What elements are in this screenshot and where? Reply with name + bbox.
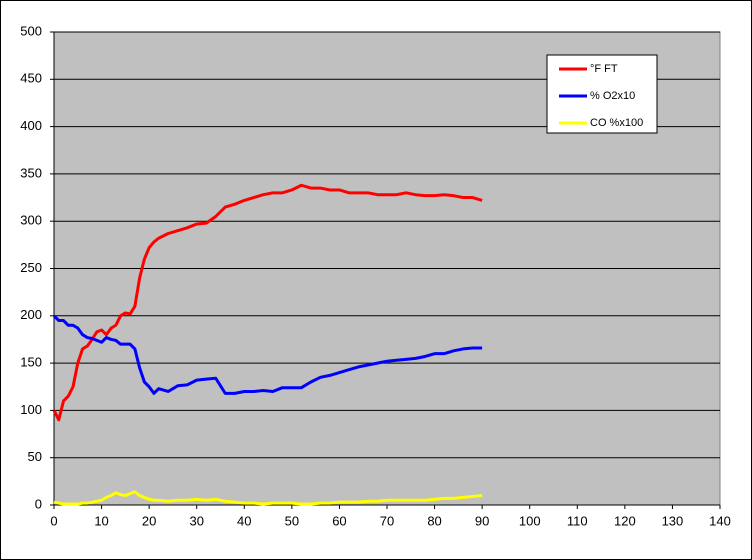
legend-label: °F FT — [590, 63, 618, 75]
x-tick-label: 10 — [94, 513, 108, 528]
x-tick-label: 110 — [567, 513, 588, 528]
legend-label: CO %x100 — [590, 117, 643, 129]
x-tick-label: 80 — [427, 513, 441, 528]
y-tick-label: 50 — [28, 449, 42, 464]
y-tick-label: 450 — [20, 71, 42, 86]
y-tick-label: 250 — [20, 260, 42, 275]
y-tick-label: 200 — [20, 307, 42, 322]
y-tick-label: 300 — [20, 213, 42, 228]
legend-label: % O2x10 — [590, 90, 635, 102]
series-line — [52, 183, 483, 422]
y-tick-label: 350 — [20, 165, 42, 180]
x-tick-label: 0 — [50, 513, 57, 528]
x-tick-label: 120 — [614, 513, 636, 528]
series-line — [53, 490, 483, 506]
x-tick-label: 70 — [380, 513, 394, 528]
x-tick-label: 140 — [709, 513, 731, 528]
x-tick-label: 50 — [285, 513, 299, 528]
x-tick-label: 60 — [332, 513, 346, 528]
x-tick-label: 30 — [189, 513, 203, 528]
x-tick-label: 100 — [519, 513, 541, 528]
x-tick-label: 40 — [237, 513, 251, 528]
x-tick-label: 130 — [662, 513, 684, 528]
y-tick-label: 500 — [20, 23, 42, 38]
legend: °F FT % O2x10 CO %x100 — [546, 54, 658, 134]
y-tick-label: 0 — [35, 496, 42, 511]
y-tick-label: 400 — [20, 118, 42, 133]
y-tick-label: 150 — [20, 355, 42, 370]
series-line — [52, 314, 483, 395]
x-tick-label: 20 — [142, 513, 156, 528]
x-tick-label: 90 — [475, 513, 489, 528]
y-tick-label: 100 — [20, 402, 42, 417]
